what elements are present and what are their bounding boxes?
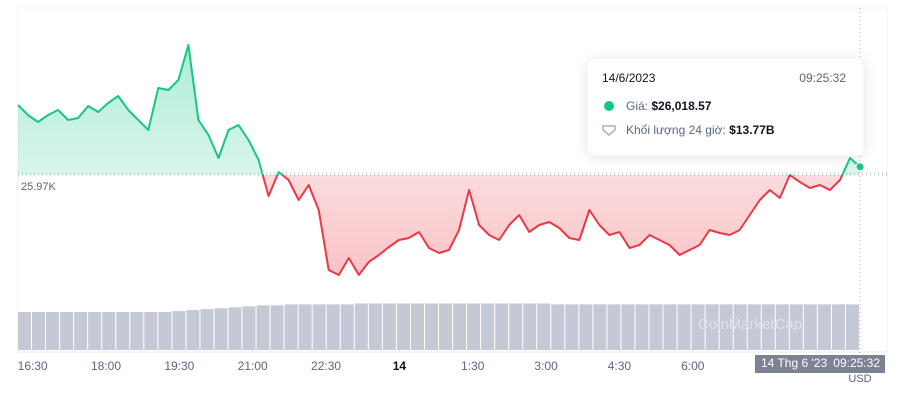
volume-bar: [565, 304, 579, 350]
crosshair-time: 09:25:32: [833, 356, 880, 370]
volume-bar: [481, 303, 495, 350]
volume-bar: [733, 304, 747, 350]
price-label: Giá:: [626, 99, 648, 113]
watermark: CoinMarketCap: [698, 316, 802, 333]
volume-bar: [340, 304, 354, 350]
volume-bar: [579, 304, 593, 350]
volume-bar: [775, 304, 789, 350]
volume-bar: [761, 304, 775, 350]
baseline-label: 25.97K: [21, 181, 57, 193]
crosshair-date: 14 Thg 6 '23: [761, 356, 827, 370]
volume-icon: [602, 125, 616, 136]
volume-label: Khối lượng 24 giờ:: [626, 123, 726, 137]
volume-bar: [621, 304, 635, 350]
volume-bar: [607, 304, 621, 350]
volume-bar: [677, 304, 691, 350]
price-line: [261, 175, 844, 276]
volume-bar: [649, 304, 663, 350]
volume-bar: [256, 305, 270, 350]
volume-bar: [18, 312, 32, 350]
volume-bar: [144, 312, 158, 350]
area-up: [18, 45, 860, 175]
volume-bar: [467, 303, 481, 350]
volume-bar: [635, 304, 649, 350]
volume-bar: [747, 304, 761, 350]
x-tick-label: 22:30: [311, 359, 341, 373]
volume-bar: [817, 304, 831, 350]
plot: 16:30 18:00 19:30 21:00 22:30 14 1:30 3:00 4:30 6…: [17, 8, 887, 373]
volume-bar: [593, 304, 607, 350]
volume-bar: [298, 304, 312, 350]
x-tick-label: 3:00: [534, 359, 558, 373]
last-point: [855, 162, 865, 172]
volume-bar: [284, 304, 298, 350]
volume-bar: [354, 303, 368, 350]
volume-bar: [312, 304, 326, 350]
volume-bar: [200, 309, 214, 350]
volume-bar: [172, 311, 186, 350]
volume-bar: [523, 303, 537, 350]
area-down: [18, 175, 860, 275]
tooltip-box: [586, 57, 865, 157]
x-tick-label: 21:00: [238, 359, 268, 373]
volume-label: Khối lượng 24 giờ: $13.77B: [626, 123, 775, 137]
volume-bar: [382, 303, 396, 350]
volume-bar: [158, 312, 172, 350]
x-tick-label: 4:30: [608, 359, 632, 373]
x-tick-label: 6:00: [681, 359, 705, 373]
x-tick-label: 1:30: [461, 359, 485, 373]
volume-bar: [214, 308, 228, 350]
volume-bar: [439, 303, 453, 350]
volume-bar: [46, 312, 60, 350]
x-tick-label: 16:30: [18, 359, 48, 373]
volume-bar: [453, 303, 467, 350]
volume-bar: [74, 312, 88, 350]
volume-bar: [537, 303, 551, 350]
volume-bar: [663, 304, 677, 350]
volume-bar: [228, 307, 242, 350]
volume-bar: [551, 304, 565, 350]
tooltip: 14/6/2023 09:25:32 Giá: $26,018.57 Khối …: [586, 57, 865, 157]
volume-bar: [803, 304, 817, 350]
volume-bar: [186, 310, 200, 350]
volume-bar: [424, 303, 438, 350]
volume-bar: [32, 312, 46, 350]
volume-bar: [495, 303, 509, 350]
volume-bar: [130, 312, 144, 350]
price-line: [17, 44, 861, 175]
volume-bar: [368, 303, 382, 350]
volume-bar: [691, 304, 705, 350]
volume-bar: [102, 312, 116, 350]
volume-bar: [88, 312, 102, 350]
x-tick-label: 18:00: [91, 359, 121, 373]
volume-bar: [831, 304, 845, 350]
x-tick-label: 19:30: [164, 359, 194, 373]
tooltip-date: 14/6/2023: [602, 71, 656, 85]
price-value: $26,018.57: [651, 99, 711, 113]
crosshair-box: [755, 355, 885, 373]
tooltip-time: 09:25:32: [799, 71, 846, 85]
x-tick-label: 14: [393, 359, 407, 373]
volume-bar: [845, 304, 859, 350]
volume-bar: [242, 306, 256, 350]
volume-bar: [116, 312, 130, 350]
volume-bar: [326, 304, 340, 350]
volume-bar: [789, 304, 803, 350]
volume-bar: [705, 304, 719, 350]
price-dot: [604, 101, 614, 111]
volume-bar: [410, 303, 424, 350]
price-label: Giá: $26,018.57: [626, 99, 712, 113]
currency: USD: [848, 373, 871, 385]
volume-bar: [509, 303, 523, 350]
volume-value: $13.77B: [729, 123, 775, 137]
volume-bar: [60, 312, 74, 350]
volume-bar: [719, 304, 733, 350]
volume-bar: [396, 303, 410, 350]
volume-bar: [270, 305, 284, 350]
